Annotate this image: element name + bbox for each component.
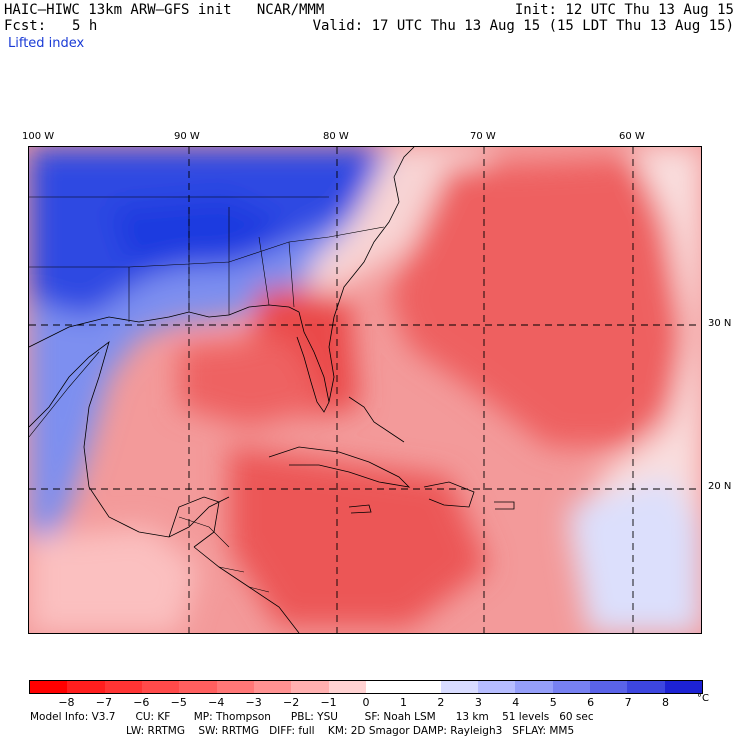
stable-east-patch — [569, 477, 701, 633]
colorbar-tick-label: −7 — [95, 696, 112, 709]
colorbar-cell — [552, 681, 590, 693]
init-time: Init: 12 UTC Thu 13 Aug 15 — [514, 2, 734, 18]
unstable-atlantic — [389, 157, 689, 447]
colorbar-cell — [365, 681, 404, 693]
bahamas — [348, 396, 405, 443]
colorbar-tick-label: 7 — [624, 696, 632, 709]
lon-label-80w: 80 W — [323, 131, 349, 142]
forecast-hours: 5 h — [72, 18, 98, 34]
map-canvas — [29, 147, 701, 633]
valid-time: Valid: 17 UTC Thu 13 Aug 15 (15 LDT Thu … — [312, 18, 734, 34]
lon-label-70w: 70 W — [470, 131, 496, 142]
unstable-gulf — [179, 337, 329, 427]
colorbar-cell — [30, 681, 68, 693]
field-name: Lifted index — [8, 36, 85, 51]
colorbar-cell — [67, 681, 105, 693]
colorbar-tick-label: 8 — [662, 696, 670, 709]
lifted-index-map — [28, 146, 702, 634]
puerto-rico — [494, 501, 515, 510]
colorbar-cell — [253, 681, 292, 693]
colorbar-cell — [104, 681, 142, 693]
latlon-grid — [29, 147, 701, 633]
yucatan — [168, 496, 220, 548]
model-title: HAIC–HIWC 13km ARW–GFS init NCAR/MMM — [4, 2, 325, 18]
colorbar-cell — [328, 681, 366, 693]
colorbar-tick-label: −4 — [208, 696, 225, 709]
field-shading — [29, 147, 701, 633]
colorbar-tick-label: −6 — [133, 696, 150, 709]
lon-label-100w: 100 W — [22, 131, 55, 142]
colorbar-tick-label: 1 — [399, 696, 407, 709]
florida-peninsula — [296, 311, 330, 413]
us-gulf-coast — [29, 304, 300, 348]
lon-label-60w: 60 W — [619, 131, 645, 142]
colorbar-cell — [589, 681, 628, 693]
jamaica — [348, 504, 372, 514]
colorbar-tick-label: −5 — [170, 696, 187, 709]
colorbar-cell — [216, 681, 254, 693]
colorbar-tick-label: 6 — [587, 696, 595, 709]
colorbar-tick-label: −3 — [245, 696, 262, 709]
colorbar-tick-label: 3 — [474, 696, 482, 709]
colorbar-cell — [179, 681, 217, 693]
unstable-caribbean — [229, 447, 489, 627]
stable-region-inland — [109, 197, 289, 267]
lat-label-30n: 30 N — [708, 318, 732, 329]
texas-mexico-coast — [29, 340, 230, 538]
colorbar-cell — [515, 681, 553, 693]
colorbar-tick-label: 0 — [362, 696, 370, 709]
cuba — [268, 446, 411, 488]
colorbar-cell — [141, 681, 180, 693]
coastlines — [29, 147, 515, 633]
colorbar-tick-label: 2 — [437, 696, 445, 709]
colorbar-tick-label: 5 — [549, 696, 557, 709]
colorbar-cell — [627, 681, 665, 693]
us-east-coast — [328, 147, 415, 403]
colorbar-cell — [440, 681, 478, 693]
colorbar-cell — [291, 681, 329, 693]
lat-label-20n: 20 N — [708, 481, 732, 492]
model-info-line1: Model Info: V3.7 CU: KF MP: Thompson PBL… — [30, 711, 594, 723]
forecast-label: Fcst: — [4, 18, 47, 34]
colorbar-tick-label: −2 — [283, 696, 300, 709]
colorbar-tick-label: −8 — [58, 696, 75, 709]
neutral-mexico — [29, 527, 199, 633]
colorbar-tick-label: −1 — [320, 696, 337, 709]
model-info-line2: LW: RRTMG SW: RRTMG DIFF: full KM: 2D Sm… — [126, 725, 575, 737]
colorbar-unit: °C — [697, 693, 709, 704]
colorbar-cell — [664, 681, 702, 693]
us-mexico-border — [29, 351, 100, 438]
colorbar-cell — [477, 681, 516, 693]
colorbar-tick-label: 4 — [512, 696, 520, 709]
hispaniola — [423, 481, 475, 508]
lon-label-90w: 90 W — [174, 131, 200, 142]
colorbar — [29, 680, 703, 694]
colorbar-cell — [403, 681, 441, 693]
